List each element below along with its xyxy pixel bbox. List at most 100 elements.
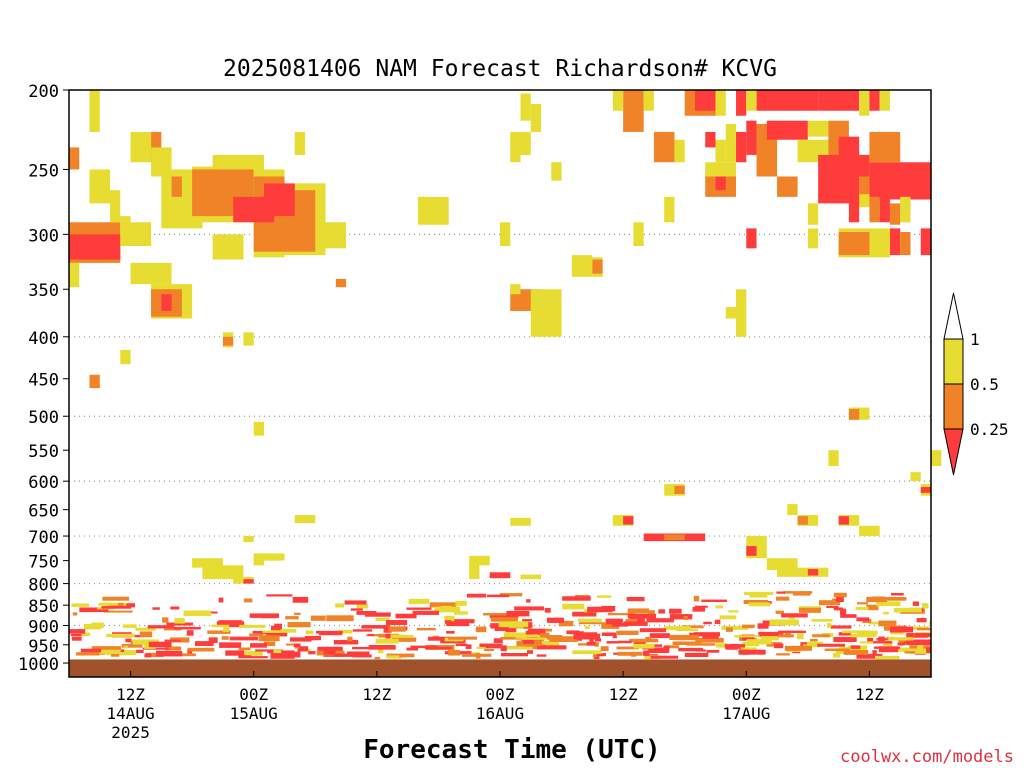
x-tick-label: 12Z <box>116 685 145 704</box>
ri-low-cell <box>293 643 301 648</box>
ri-low-cell <box>893 607 922 613</box>
ri-low-cell <box>526 650 533 654</box>
ri-cell <box>120 222 152 247</box>
legend-swatch-red <box>943 428 964 476</box>
ri-low-cell <box>817 643 846 647</box>
ri-low-cell <box>123 645 129 649</box>
ri-low-cell <box>366 634 383 637</box>
ri-low-cell <box>294 612 301 616</box>
ri-low-cell <box>71 603 90 607</box>
ri-cell <box>694 90 716 111</box>
ri-low-cell <box>833 607 844 611</box>
ri-low-cell <box>76 652 100 656</box>
ri-cell <box>612 90 624 111</box>
ri-cell <box>253 421 264 436</box>
ri-cell <box>746 90 757 111</box>
ri-low-cell <box>495 627 510 632</box>
x-tick-date: 17AUG <box>722 704 770 723</box>
ri-low-cell <box>811 619 833 622</box>
ri-low-cell <box>840 614 857 618</box>
ri-cell <box>294 131 306 155</box>
ri-low-cell <box>855 606 869 610</box>
ri-low-cell <box>350 608 363 611</box>
ri-low-cell <box>479 643 503 649</box>
ri-cell <box>664 534 685 541</box>
ri-cell <box>931 450 942 467</box>
ri-low-cell <box>335 603 345 608</box>
ri-cell <box>489 572 511 579</box>
ri-low-cell <box>133 634 145 638</box>
ri-cell <box>520 574 542 580</box>
ri-cell <box>920 228 931 256</box>
ri-low-cell <box>412 610 439 615</box>
ri-low-cell <box>170 606 180 610</box>
ri-cell <box>69 262 80 288</box>
ri-low-cell <box>769 619 800 626</box>
ri-cell <box>510 147 521 163</box>
ri-low-cell <box>305 630 314 635</box>
ri-cell <box>766 558 798 570</box>
ri-cell <box>736 131 747 163</box>
ri-low-cell <box>383 627 392 633</box>
ri-low-cell <box>434 606 461 613</box>
ri-low-cell <box>499 593 523 597</box>
ri-low-cell <box>274 623 283 629</box>
ri-cell <box>746 120 757 155</box>
ri-low-cell <box>310 615 326 621</box>
ri-low-cell <box>929 621 931 625</box>
ri-low-cell <box>79 607 109 613</box>
ri-low-cell <box>181 653 196 657</box>
ri-cell <box>253 558 264 566</box>
ri-low-cell <box>639 628 666 633</box>
ri-cell <box>69 147 80 170</box>
ri-low-cell <box>558 620 574 627</box>
ri-cell <box>571 255 593 277</box>
ri-low-cell <box>249 633 264 637</box>
ri-low-cell <box>476 646 486 649</box>
ri-low-cell <box>121 643 143 648</box>
ri-low-cell <box>776 591 786 594</box>
ri-low-cell <box>878 646 899 653</box>
ri-low-cell <box>678 647 703 652</box>
ri-cell <box>777 176 798 197</box>
ri-low-cell <box>155 650 183 657</box>
ri-cell <box>848 196 860 223</box>
ri-low-cell <box>715 605 724 609</box>
ri-low-cell <box>596 653 606 657</box>
ri-low-cell <box>875 655 900 660</box>
ri-low-cell <box>876 601 901 607</box>
ri-low-cell <box>878 636 885 642</box>
ri-low-cell <box>347 636 353 642</box>
ri-low-cell <box>70 633 88 637</box>
ri-low-cell <box>475 626 487 633</box>
ri-low-cell <box>385 633 391 639</box>
ri-low-cell <box>898 639 906 645</box>
ri-cell <box>151 147 172 177</box>
ri-low-cell <box>164 639 181 642</box>
ri-cell <box>807 569 819 576</box>
ri-low-cell <box>838 632 852 636</box>
ri-low-cell <box>484 648 495 652</box>
ri-low-cell <box>728 610 739 613</box>
ri-low-cell <box>289 637 312 642</box>
ri-low-cell <box>724 644 746 649</box>
ri-low-cell <box>809 638 818 642</box>
ri-low-cell <box>701 599 727 603</box>
plot-frame <box>68 89 932 678</box>
ri-low-cell <box>532 640 560 646</box>
ri-low-cell <box>743 599 769 604</box>
ri-low-cell <box>627 608 650 614</box>
ri-low-cell <box>681 625 704 629</box>
ri-low-cell <box>547 617 564 623</box>
ri-low-cell <box>166 622 194 626</box>
ri-low-cell <box>526 634 541 638</box>
ri-low-cell <box>706 649 720 653</box>
ri-cell <box>243 332 254 346</box>
ri-cell <box>120 349 131 365</box>
ri-cell <box>736 289 747 337</box>
ri-low-cell <box>505 628 517 633</box>
y-tick-label: 800 <box>28 576 59 596</box>
y-axis: 200 250 300 350 400 450 500 550 600 650 700 750 8008… <box>18 82 69 675</box>
ri-cell <box>920 487 931 493</box>
ri-cell <box>653 131 675 163</box>
